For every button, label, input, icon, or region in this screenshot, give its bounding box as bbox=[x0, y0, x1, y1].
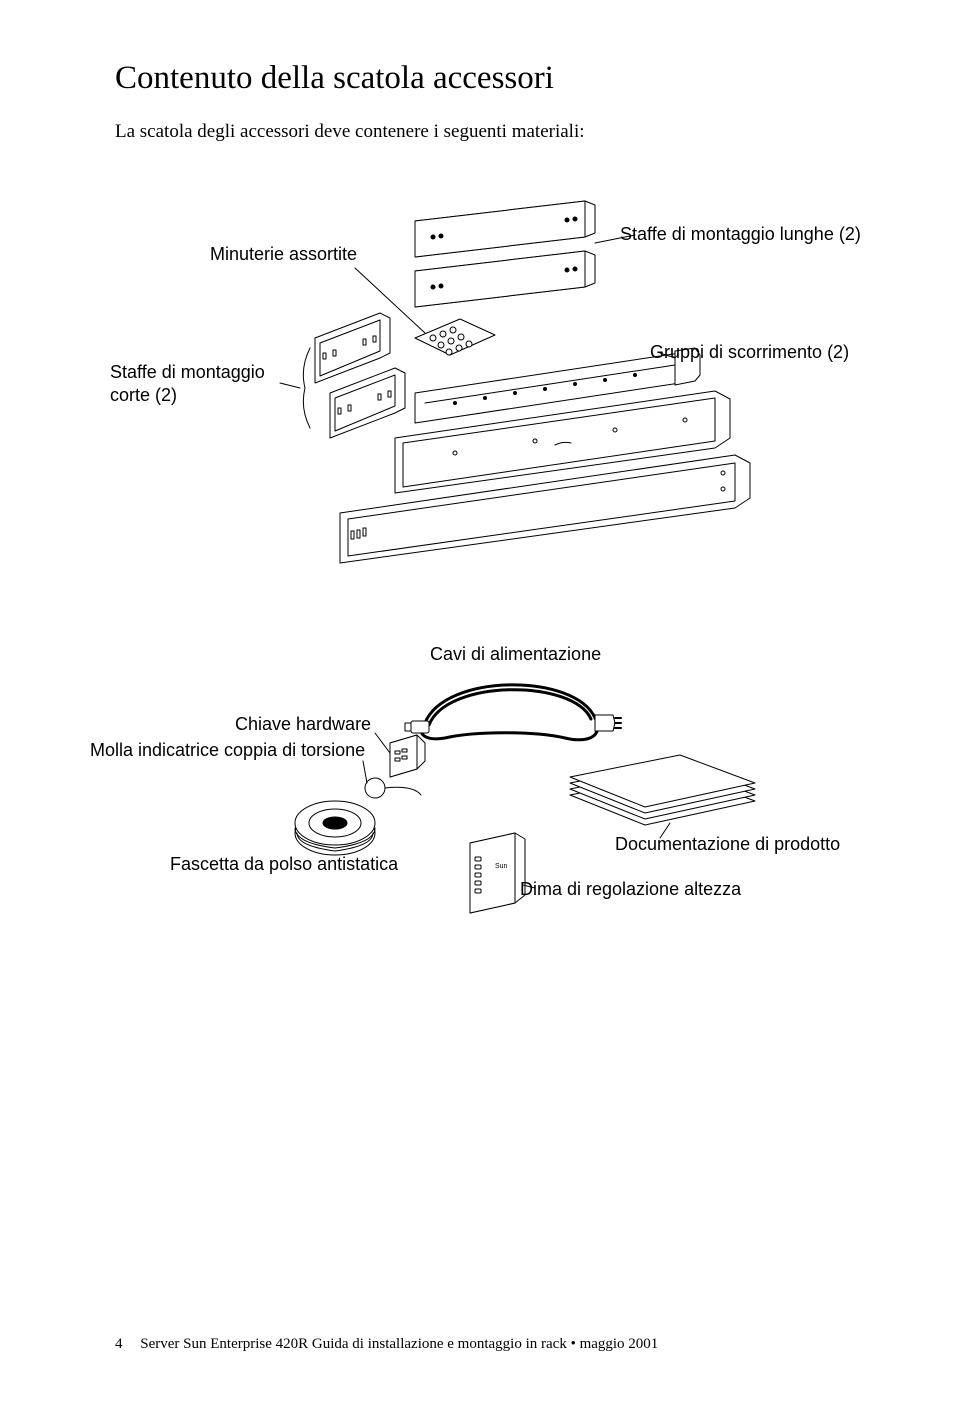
label-cavi: Cavi di alimentazione bbox=[430, 643, 601, 666]
diagram-accessories: Cavi di alimentazione Chiave hardware Mo… bbox=[115, 643, 875, 973]
label-dima: Dima di regolazione altezza bbox=[520, 878, 741, 901]
footer-text: Server Sun Enterprise 420R Guida di inst… bbox=[140, 1336, 658, 1352]
page-number: 4 bbox=[115, 1336, 123, 1352]
intro-text: La scatola degli accessori deve contener… bbox=[115, 121, 870, 143]
label-molla: Molla indicatrice coppia di torsione bbox=[90, 739, 365, 762]
label-minuterie: Minuterie assortite bbox=[210, 243, 357, 266]
label-fascetta: Fascetta da polso antistatica bbox=[170, 853, 398, 876]
label-staffe-lunghe: Staffe di montaggio lunghe (2) bbox=[620, 223, 861, 246]
svg-text:Sun: Sun bbox=[495, 863, 508, 870]
label-staffe-corte: Staffe di montaggio corte (2) bbox=[110, 361, 265, 406]
label-gruppi: Gruppi di scorrimento (2) bbox=[650, 341, 849, 364]
diagram-accessories-svg: Sun bbox=[115, 643, 875, 973]
page-footer: 4 Server Sun Enterprise 420R Guida di in… bbox=[115, 1336, 658, 1353]
label-documentazione: Documentazione di prodotto bbox=[615, 833, 840, 856]
diagram-hardware: Minuterie assortite Staffe di montaggio … bbox=[115, 193, 875, 613]
page-title: Contenuto della scatola accessori bbox=[115, 60, 870, 97]
label-staffe-corte-line2: corte (2) bbox=[110, 385, 177, 405]
label-staffe-corte-line1: Staffe di montaggio bbox=[110, 362, 265, 382]
label-chiave: Chiave hardware bbox=[235, 713, 371, 736]
